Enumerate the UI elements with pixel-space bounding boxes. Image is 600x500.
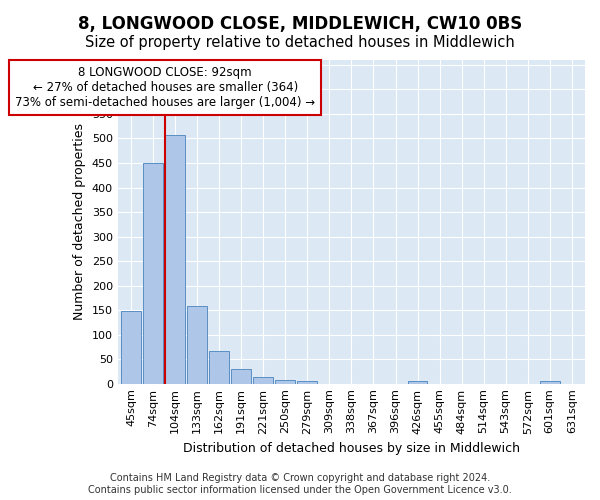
X-axis label: Distribution of detached houses by size in Middlewich: Distribution of detached houses by size … bbox=[183, 442, 520, 455]
Bar bbox=[209, 351, 229, 384]
Bar bbox=[232, 369, 251, 384]
Bar bbox=[253, 378, 273, 384]
Text: Contains HM Land Registry data © Crown copyright and database right 2024.
Contai: Contains HM Land Registry data © Crown c… bbox=[88, 474, 512, 495]
Bar bbox=[165, 135, 185, 384]
Text: Size of property relative to detached houses in Middlewich: Size of property relative to detached ho… bbox=[85, 35, 515, 50]
Text: 8 LONGWOOD CLOSE: 92sqm
← 27% of detached houses are smaller (364)
73% of semi-d: 8 LONGWOOD CLOSE: 92sqm ← 27% of detache… bbox=[15, 66, 316, 109]
Bar bbox=[121, 311, 141, 384]
Bar bbox=[187, 306, 207, 384]
Text: 8, LONGWOOD CLOSE, MIDDLEWICH, CW10 0BS: 8, LONGWOOD CLOSE, MIDDLEWICH, CW10 0BS bbox=[78, 15, 522, 33]
Bar bbox=[275, 380, 295, 384]
Y-axis label: Number of detached properties: Number of detached properties bbox=[73, 124, 86, 320]
Bar bbox=[143, 163, 163, 384]
Bar bbox=[298, 381, 317, 384]
Bar bbox=[540, 381, 560, 384]
Bar bbox=[407, 381, 427, 384]
